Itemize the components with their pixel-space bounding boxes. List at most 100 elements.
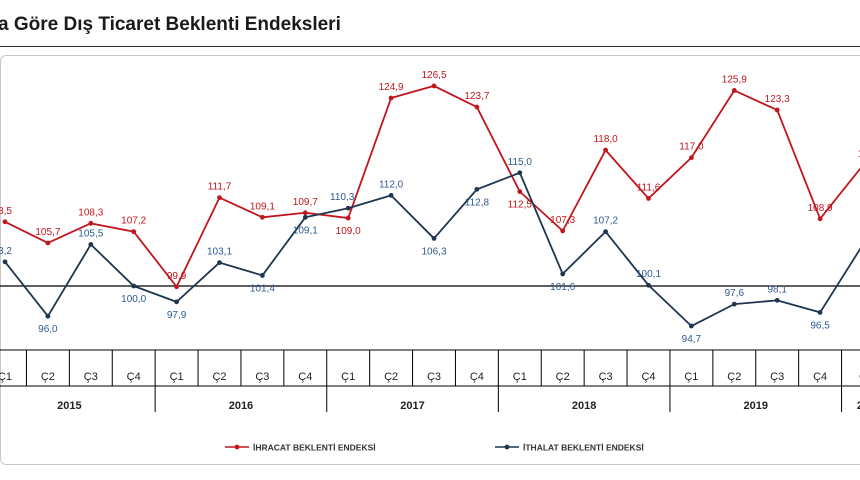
ihracat-data-label: 111,6	[637, 182, 661, 193]
ihracat-data-label: 109,7	[293, 197, 318, 208]
ithalat-data-label: 100,0	[121, 294, 146, 305]
ihracat-data-label: 108,9	[808, 203, 833, 214]
ithalat-data-label: 103,1	[207, 247, 232, 258]
ithalat-data-point[interactable]	[431, 236, 437, 241]
quarter-tick-label: Ç4	[641, 371, 655, 383]
ithalat-data-label: 97,6	[725, 288, 745, 299]
ithalat-data-point[interactable]	[260, 273, 265, 278]
ihracat-data-point[interactable]	[217, 195, 222, 201]
ihracat-data-label: 8,5	[0, 206, 12, 217]
ithalat-data-label: 106,3	[421, 246, 446, 257]
quarter-tick-label: Ç4	[813, 371, 827, 383]
ihracat-data-point[interactable]	[345, 215, 351, 221]
quarter-tick-label: Ç3	[255, 371, 269, 383]
ithalat-data-point[interactable]	[2, 259, 8, 265]
quarter-tick-label: Ç3	[599, 371, 613, 383]
ithalat-data-label: 112,0	[379, 179, 404, 190]
year-label: 2017	[400, 400, 424, 412]
ihracat-data-label: 109,1	[250, 201, 275, 212]
chart-title: a Göre Dış Ticaret Beklenti Endeksleri	[0, 14, 341, 35]
ithalat-data-point[interactable]	[603, 229, 608, 235]
ihracat-data-point[interactable]	[731, 88, 737, 93]
ithalat-legend-label: İTHALAT BEKLENTİ ENDEKSİ	[523, 443, 644, 453]
chart-frame	[0, 55, 860, 465]
ihracat-data-label: 123,3	[765, 94, 790, 105]
quarter-tick-label: Ç1	[0, 371, 12, 383]
quarter-tick-label: Ç3	[84, 371, 98, 383]
ithalat-data-point[interactable]	[731, 301, 737, 307]
quarter-tick-label: Ç4	[127, 371, 141, 383]
ihracat-data-label: 126,5	[421, 70, 446, 81]
ihracat-data-label: 99,9	[167, 271, 187, 282]
ithalat-data-point[interactable]	[217, 260, 222, 265]
quarter-tick-label: Ç1	[341, 371, 355, 383]
ihracat-data-point[interactable]	[646, 196, 651, 201]
ithalat-data-point[interactable]	[646, 282, 651, 288]
year-label: 2016	[229, 400, 253, 412]
quarter-tick-label: Ç2	[727, 371, 741, 383]
quarter-tick-label: Ç2	[384, 371, 398, 383]
ihracat-data-point[interactable]	[603, 147, 608, 153]
year-label: 20	[857, 400, 860, 412]
ithalat-data-label: 97,9	[167, 310, 187, 321]
quarter-tick-label: Ç1	[170, 371, 184, 383]
ihracat-data-point[interactable]	[2, 219, 8, 225]
ihracat-data-point[interactable]	[560, 228, 566, 234]
ihracat-data-label: 105,7	[35, 227, 60, 238]
ithalat-data-point[interactable]	[817, 310, 823, 315]
ithalat-data-label: 96,0	[38, 324, 58, 335]
ihracat-data-label: 125,9	[722, 74, 747, 85]
quarter-tick-label: Ç3	[427, 371, 441, 383]
ihracat-data-label: 107,2	[121, 216, 146, 227]
ihracat-data-label: 118,0	[593, 134, 618, 145]
ihracat-legend-label: İHRACAT BEKLENTİ ENDEKSİ	[253, 443, 376, 453]
ihracat-data-label: 11	[858, 149, 860, 160]
ithalat-data-label: 3,2	[0, 246, 12, 257]
ithalat-data-point[interactable]	[131, 283, 137, 289]
ihracat-data-label: 117,0	[679, 142, 704, 153]
year-label: 2018	[572, 400, 596, 412]
ihracat-data-label: 111,7	[208, 182, 232, 193]
title-rule	[0, 46, 860, 47]
ithalat-data-point[interactable]	[774, 297, 780, 303]
ihracat-data-point[interactable]	[302, 210, 308, 216]
year-label: 2015	[57, 400, 81, 412]
ihracat-data-point[interactable]	[88, 220, 94, 226]
quarter-tick-label: Ç2	[41, 371, 55, 383]
ithalat-data-point[interactable]	[689, 323, 694, 329]
ithalat-data-label: 100,1	[636, 269, 661, 280]
ithalat-data-point[interactable]	[560, 271, 566, 277]
ihracat-data-point[interactable]	[517, 189, 523, 195]
ithalat-data-point[interactable]	[88, 242, 94, 247]
quarter-tick-label: Ç3	[770, 371, 784, 383]
ithalat-data-point[interactable]	[517, 170, 523, 176]
ithalat-data-point[interactable]	[174, 299, 180, 305]
ithalat-legend-marker	[504, 444, 510, 450]
quarter-tick-label: Ç4	[470, 371, 484, 383]
ithalat-data-label: 115,0	[508, 157, 533, 168]
ithalat-data-label: 105,5	[78, 228, 103, 239]
quarter-tick-label: Ç4	[298, 371, 312, 383]
ithalat-data-point[interactable]	[474, 186, 480, 192]
ihracat-data-point[interactable]	[260, 214, 265, 220]
ithalat-data-point[interactable]	[345, 205, 351, 211]
ihracat-data-label: 124,9	[379, 82, 404, 93]
ihracat-data-point[interactable]	[774, 107, 780, 113]
ihracat-data-point[interactable]	[689, 155, 694, 161]
ihracat-data-point[interactable]	[474, 104, 480, 110]
ihracat-data-point[interactable]	[817, 216, 823, 222]
ihracat-data-label: 112,5	[508, 200, 533, 211]
ihracat-data-point[interactable]	[388, 95, 394, 101]
ithalat-data-point[interactable]	[45, 313, 51, 319]
quarter-tick-label: Ç2	[212, 371, 226, 383]
ihracat-data-point[interactable]	[45, 240, 51, 246]
ihracat-data-point[interactable]	[174, 284, 180, 290]
ihracat-data-point[interactable]	[131, 229, 137, 235]
ithalat-data-label: 101,6	[550, 282, 575, 293]
ihracat-data-label: 107,3	[550, 215, 575, 226]
ithalat-data-point[interactable]	[302, 214, 308, 220]
ihracat-data-point[interactable]	[431, 83, 437, 89]
ithalat-data-point[interactable]	[388, 193, 394, 198]
quarter-tick-label: Ç1	[513, 371, 527, 383]
